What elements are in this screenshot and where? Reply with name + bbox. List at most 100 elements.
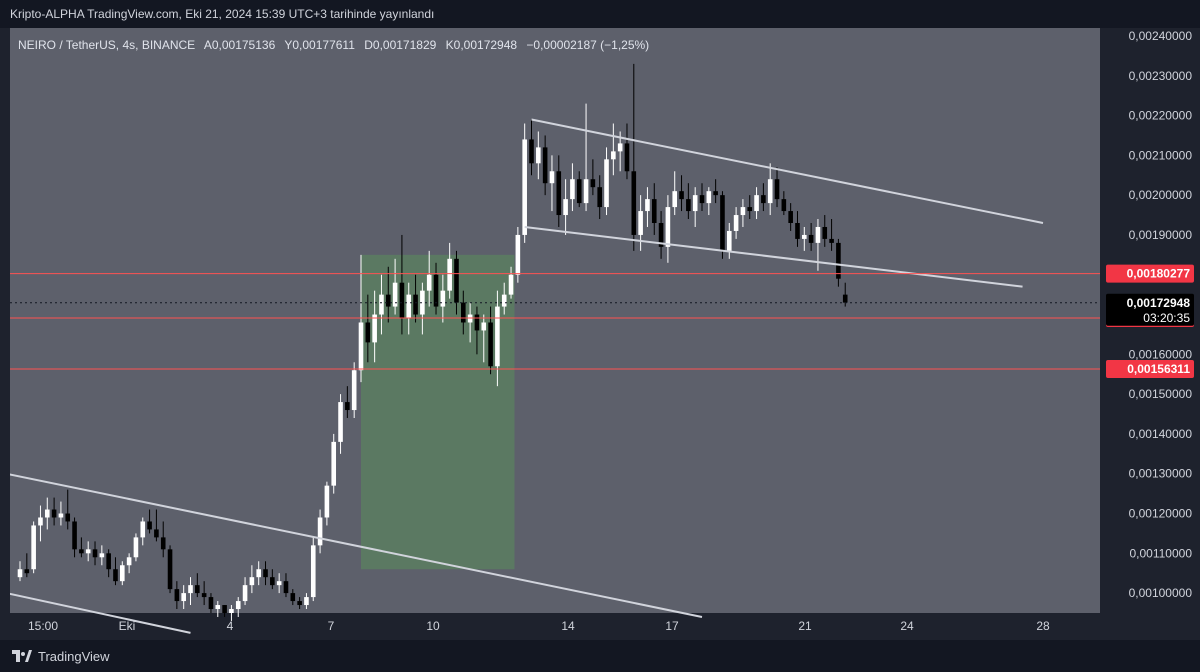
candle-body (720, 195, 725, 251)
plot-background (10, 28, 1100, 613)
candle-body (583, 179, 589, 204)
candle-body (706, 191, 712, 204)
candle-body (379, 294, 384, 315)
candle-body (686, 199, 691, 212)
candle-body (72, 521, 77, 550)
price-chart[interactable]: 0,00100000 0,00110000 0,00120000 0,00130000… (10, 28, 1198, 640)
candle-body (590, 179, 596, 188)
candle-body (829, 238, 834, 243)
candle-body (440, 290, 446, 307)
y-tick-label: 0,00130000 (1129, 467, 1193, 481)
candle-body (399, 282, 405, 319)
last-price-label-bg (1106, 293, 1194, 326)
candle-body (147, 521, 152, 530)
trendline-flag-upper[interactable] (531, 118, 1044, 224)
y-tick-label: 0,00150000 (1129, 387, 1193, 401)
candle-body (140, 521, 146, 538)
candle-body (181, 593, 186, 602)
tradingview-logo[interactable]: TradingView (12, 649, 110, 664)
candle-body (420, 290, 425, 315)
candle-body (556, 171, 562, 216)
candle-body (92, 549, 98, 558)
candle-body (481, 322, 487, 331)
candle-body (631, 171, 637, 235)
level-price-label-bg (1106, 360, 1194, 379)
brand-name: TradingView (38, 649, 110, 664)
candle-body (324, 485, 330, 518)
x-tick-label: 15:00 (28, 619, 58, 633)
candle-body (536, 147, 541, 164)
candle-body (65, 513, 71, 522)
candle-body (283, 581, 289, 594)
y-tick-label: 0,00110000 (1129, 546, 1192, 560)
candle-body (31, 525, 36, 570)
candle-body (208, 597, 214, 610)
candle-body (242, 585, 248, 602)
candle-body (44, 509, 50, 518)
candle-body (85, 549, 91, 554)
candle-body (692, 195, 698, 212)
candle-body (808, 234, 814, 243)
x-tick-label: 21 (798, 619, 812, 633)
x-tick-label: 10 (426, 619, 440, 633)
chart-area[interactable]: 0,00100000 0,00110000 0,00120000 0,00130000… (10, 28, 1198, 640)
candle-body (317, 517, 323, 546)
candle-body (461, 302, 466, 323)
candle-body (522, 139, 527, 235)
candle-body (79, 549, 84, 554)
candle-body (338, 402, 343, 442)
candle-body (529, 139, 534, 164)
candle-body (351, 370, 357, 411)
x-tick-label: 28 (1036, 619, 1050, 633)
candle-body (345, 402, 350, 411)
y-tick-label: 0,00210000 (1129, 148, 1193, 162)
candle-body (604, 159, 609, 208)
range-box (361, 254, 515, 570)
candle-body (645, 199, 650, 212)
candle-body (508, 274, 514, 295)
candle-body (256, 569, 261, 578)
candle-body (542, 147, 548, 184)
candle-body (365, 322, 371, 343)
candle-body (433, 274, 439, 307)
bottom-bar: TradingView (0, 640, 1200, 672)
candle-body (120, 565, 125, 582)
candle-body (713, 191, 718, 196)
close-value: K0,00172948 (445, 38, 518, 52)
candle-body (501, 294, 507, 307)
candle-body (201, 593, 207, 598)
level-price-label-bg (1106, 264, 1194, 283)
y-tick-label: 0,00200000 (1129, 188, 1193, 202)
candle-body (842, 294, 848, 303)
y-tick-label: 0,00230000 (1129, 69, 1193, 83)
candle-body (611, 151, 616, 160)
candle-body (331, 441, 337, 486)
candle-body (235, 601, 241, 610)
trendline-flag-lower[interactable] (524, 225, 1023, 288)
candle-body (304, 597, 309, 606)
candle-body (576, 179, 582, 204)
candle-body (133, 537, 139, 558)
candle-body (24, 569, 30, 574)
candle-body (249, 577, 255, 586)
y-tick-label: 0,00240000 (1129, 29, 1193, 43)
candle-body (188, 585, 193, 594)
candle-body (229, 609, 234, 613)
candle-body (17, 569, 23, 578)
trendline-lower-left-upper[interactable] (10, 473, 703, 618)
trendline-lower-left-lower[interactable] (10, 592, 191, 634)
x-tick-label: 7 (328, 619, 335, 633)
price-axis-background (1100, 28, 1198, 640)
symbol-legend: NEIRO / TetherUS, 4s, BINANCE A0,0017513… (18, 38, 655, 52)
x-tick-label: 14 (561, 619, 575, 633)
tradingview-logo-icon (12, 649, 32, 662)
candle-body (815, 226, 821, 243)
x-tick-label: 4 (227, 619, 234, 633)
candle-body (392, 282, 398, 307)
candle-body (126, 557, 132, 566)
top-bar: Kripto-ALPHA TradingView.com, Eki 21, 20… (0, 0, 1200, 28)
time-axis-background (10, 613, 1100, 640)
candle-body (215, 605, 221, 610)
candle-body (740, 207, 746, 216)
candle-body (454, 258, 459, 303)
